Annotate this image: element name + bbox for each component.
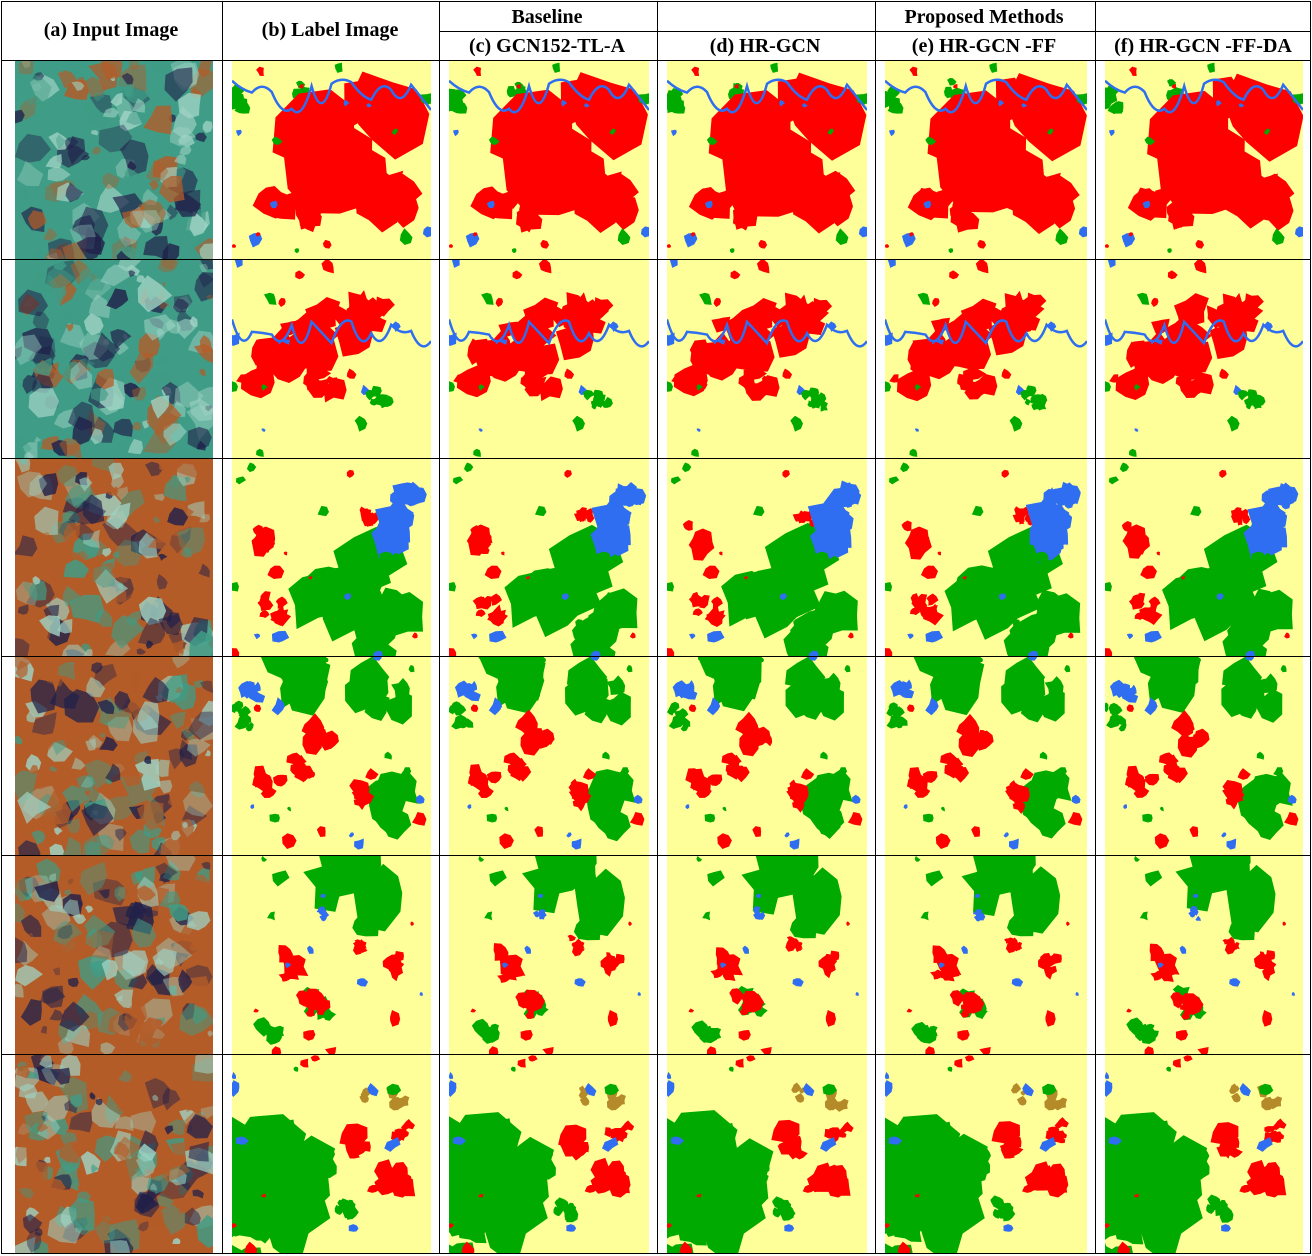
- column-header-f: (f) HR-GCN -FF-DA: [1114, 34, 1292, 57]
- column-header-c: (c) GCN152-TL-A: [468, 34, 626, 57]
- panel-e-row-3: [885, 459, 1087, 656]
- panel-c-row-2: [449, 260, 649, 458]
- panel-d-row-3: [667, 459, 867, 656]
- column-header-a: (a) Input Image: [43, 18, 179, 41]
- panel-f-row-1: [1105, 61, 1303, 259]
- baseline-group-header: Baseline: [511, 5, 583, 28]
- panel-e-row-2: [885, 260, 1087, 458]
- panel-e-row-1: [885, 61, 1087, 259]
- panel-a-row-3: [15, 459, 213, 656]
- panel-a-row-2: [15, 260, 213, 458]
- column-header-b: (b) Label Image: [261, 18, 399, 41]
- panel-d-row-1: [667, 61, 867, 259]
- panel-b-row-3: [232, 459, 431, 656]
- panel-a-row-6: [15, 1055, 213, 1254]
- panel-e-row-4: [885, 657, 1087, 855]
- panel-b-row-6: [232, 1055, 431, 1254]
- panel-d-row-4: [667, 657, 867, 855]
- panel-c-row-6: [449, 1055, 649, 1254]
- panel-c-row-4: [449, 657, 649, 855]
- panel-d-row-2: [667, 260, 867, 458]
- panel-b-row-2: [232, 260, 431, 458]
- panel-f-row-6: [1105, 1055, 1303, 1254]
- panel-c-row-5: [449, 856, 649, 1054]
- panel-c-row-1: [449, 61, 649, 259]
- proposed-group-header: Proposed Methods: [904, 5, 1064, 28]
- panel-e-row-5: [885, 856, 1087, 1054]
- panel-a-row-1: [15, 61, 213, 259]
- column-header-e: (e) HR-GCN -FF: [911, 34, 1057, 57]
- panel-f-row-4: [1105, 657, 1303, 855]
- panel-f-row-3: [1105, 459, 1303, 656]
- column-header-d: (d) HR-GCN: [709, 34, 821, 57]
- panel-d-row-5: [667, 856, 867, 1054]
- panel-a-row-5: [15, 856, 213, 1054]
- panel-e-row-6: [885, 1055, 1087, 1254]
- panel-b-row-1: [232, 61, 431, 259]
- panel-a-row-4: [15, 657, 213, 855]
- panel-f-row-2: [1105, 260, 1303, 458]
- panel-b-row-4: [232, 657, 431, 855]
- panel-c-row-3: [449, 459, 649, 656]
- panel-d-row-6: [667, 1055, 867, 1254]
- panel-b-row-5: [232, 856, 431, 1054]
- panel-f-row-5: [1105, 856, 1303, 1054]
